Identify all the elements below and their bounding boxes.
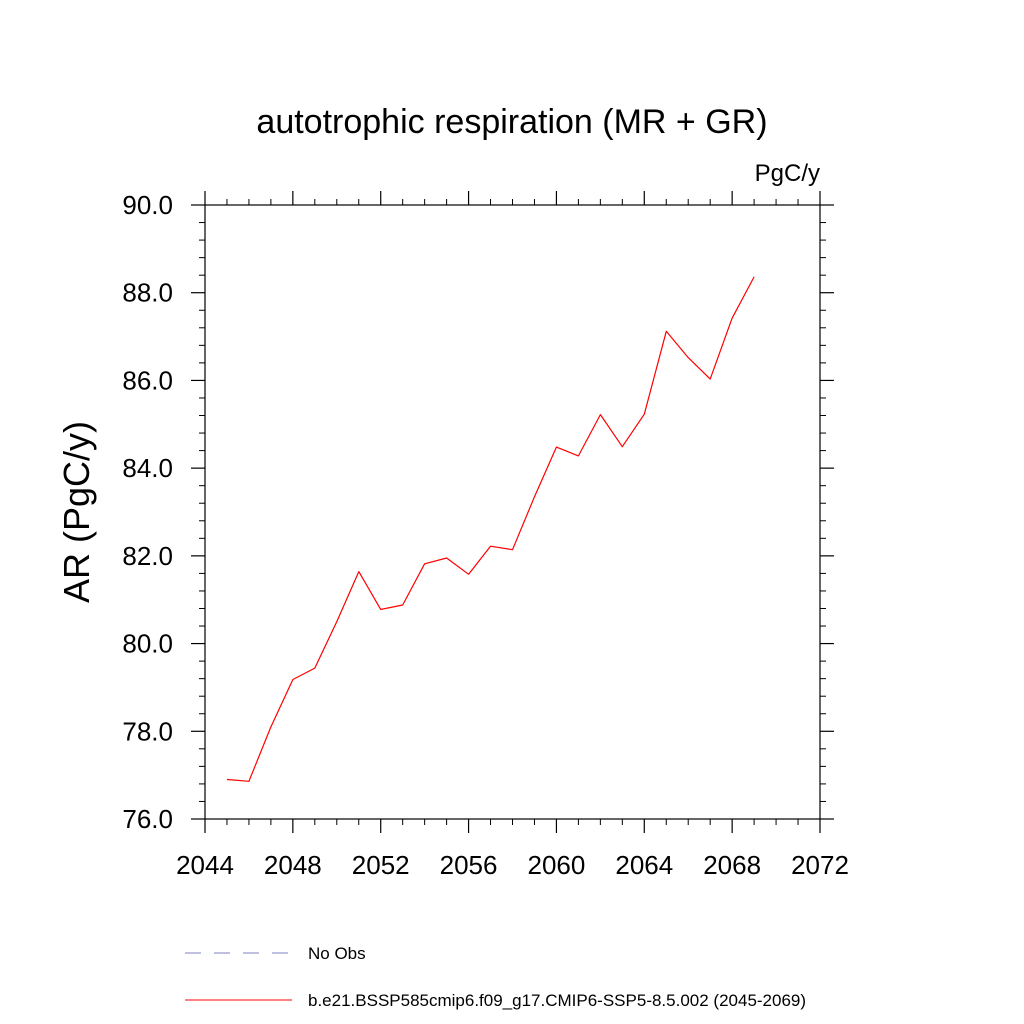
x-tick-label: 2044: [176, 850, 234, 880]
y-tick-label: 84.0: [122, 453, 173, 483]
axis-tick-labels: 2044 2048 2052 2056 2060 2064 2068 2072 76.0 78.0…: [122, 190, 849, 880]
series-lines: [226, 276, 755, 782]
y-tick-label: 82.0: [122, 541, 173, 571]
y-tick-label: 90.0: [122, 190, 173, 220]
units-label: PgC/y: [755, 160, 820, 187]
y-tick-label: 76.0: [122, 804, 173, 834]
x-tick-label: 2072: [791, 850, 849, 880]
y-tick-label: 86.0: [122, 365, 173, 395]
x-tick-label: 2060: [528, 850, 586, 880]
x-tick-label: 2048: [264, 850, 322, 880]
x-tick-label: 2056: [440, 850, 498, 880]
y-tick-label: 78.0: [122, 716, 173, 746]
y-tick-label: 80.0: [122, 629, 173, 659]
x-tick-label: 2068: [703, 850, 761, 880]
legend-label: No Obs: [308, 944, 366, 963]
legend-label: b.e21.BSSP585cmip6.f09_g17.CMIP6-SSP5-8.…: [308, 991, 806, 1010]
x-tick-label: 2064: [615, 850, 673, 880]
series-line-0: [226, 276, 755, 782]
chart-title: autotrophic respiration (MR + GR): [256, 103, 767, 141]
axis-ticks: [191, 191, 834, 833]
plot-frame: [204, 204, 821, 820]
x-tick-label: 2052: [352, 850, 410, 880]
y-axis-label: AR (PgC/y): [56, 421, 97, 603]
y-tick-label: 88.0: [122, 278, 173, 308]
legend: No Obs b.e21.BSSP585cmip6.f09_g17.CMIP6-S…: [185, 944, 806, 1010]
